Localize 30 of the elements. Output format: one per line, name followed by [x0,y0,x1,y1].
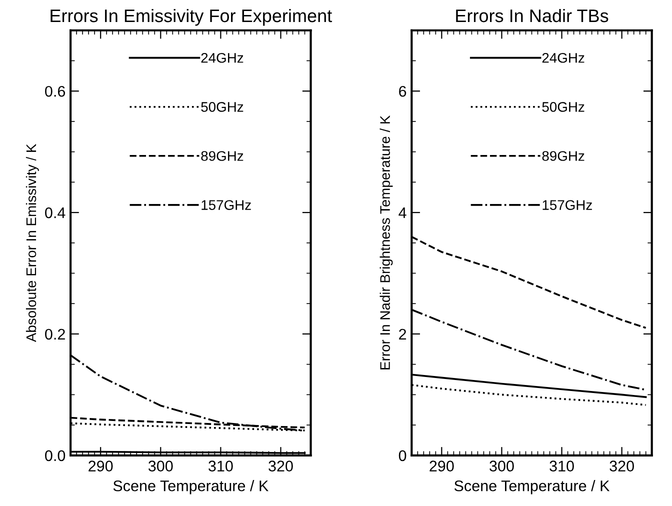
y-tick-label: 0.6 [45,86,66,97]
x-tick-label: 300 [490,460,514,472]
x-tick-label: 290 [430,460,454,472]
y-tick-label: 0 [398,450,406,462]
chart-title: Errors In Emissivity For Experiment [50,8,332,26]
y-tick-label: 0.0 [45,450,66,462]
legend-label: 24GHz [201,52,244,63]
x-tick-label: 310 [550,460,574,472]
y-tick-label: 6 [399,86,406,97]
x-tick-label: 290 [88,460,113,472]
legend-label: 24GHz [542,52,584,63]
y-tick-label: 0.4 [45,207,66,218]
y-tick-label: 2 [399,328,406,340]
x-axis-title: Scene Temperature / K [454,480,610,494]
x-tick-label: 310 [208,460,233,472]
legend-label: 89GHz [542,151,584,161]
y-tick-label: 0.2 [45,328,65,340]
legend-label: 157GHz [542,200,592,210]
y-axis-title: Error In Nadir Brightness Temperature / K [380,115,393,370]
legend-label: 89GHz [201,151,244,161]
legend-label: 50GHz [201,102,244,112]
chart-title: Errors In Nadir TBs [456,8,608,22]
x-tick-label: 320 [610,460,634,472]
y-axis-title: Absoloute Error In Emissivity / K [26,144,39,342]
x-tick-label: 320 [268,460,293,472]
x-tick-label: 300 [148,460,173,472]
x-axis-title: Scene Temperature / K [113,480,268,494]
y-tick-label: 4 [398,208,406,218]
legend-label: 50GHz [542,102,584,112]
legend-label: 157GHz [202,200,251,210]
